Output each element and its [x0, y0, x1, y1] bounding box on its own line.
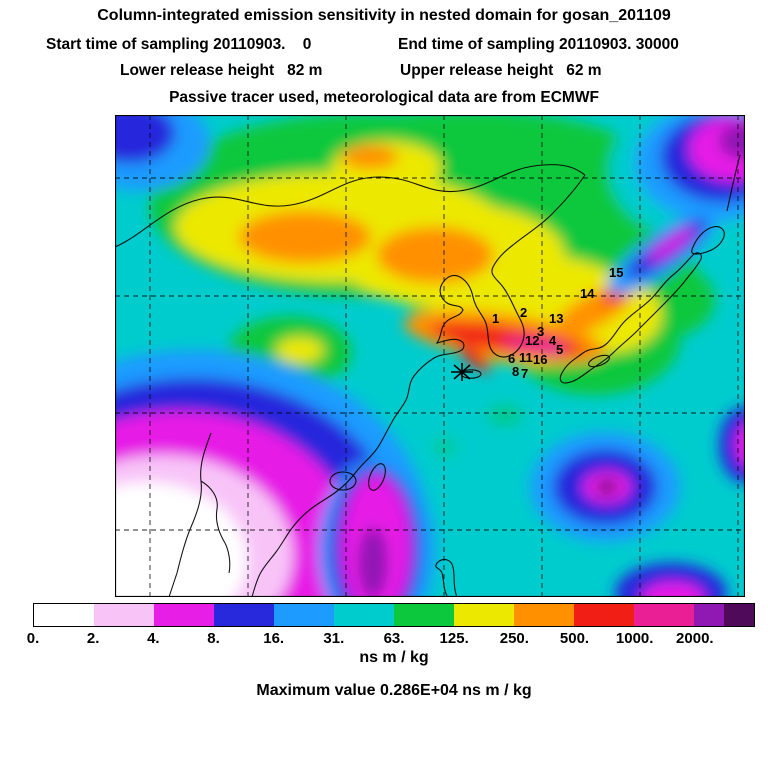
- colorbar-segment: [34, 604, 94, 626]
- station-label: 12: [525, 333, 539, 348]
- colorbar-tick-label: 2.: [86, 630, 100, 647]
- contour-blob: [647, 228, 695, 262]
- contour-blob: [597, 480, 617, 494]
- contour-blob: [433, 439, 457, 455]
- colorbar-segment: [634, 604, 694, 626]
- coastline: [587, 354, 611, 368]
- colorbar-segment: [334, 604, 394, 626]
- colorbar-tick-label: 0.: [26, 630, 40, 647]
- station-label: 16: [533, 352, 547, 367]
- contour-blob: [487, 405, 523, 425]
- colorbar-segment: [394, 604, 454, 626]
- contour-blob: [239, 211, 371, 263]
- colorbar-segment: [454, 604, 514, 626]
- contour-blob: [342, 145, 398, 169]
- coastline: [200, 480, 231, 574]
- colorbar-segment: [724, 604, 754, 626]
- start-time-label: Start time of sampling 20110903. 0: [46, 36, 312, 53]
- colorbar-tick-label: 4.: [147, 630, 160, 647]
- colorbar: [33, 603, 755, 627]
- coastline: [460, 369, 482, 379]
- coastline: [329, 471, 357, 491]
- colorbar-segment: [214, 604, 274, 626]
- colorbar-segment: [574, 604, 634, 626]
- station-label: 2: [520, 305, 527, 320]
- station-label: 1: [492, 311, 499, 326]
- coastline: [435, 558, 457, 597]
- colorbar-ticks: 0. 2. 4. 8. 16. 31. 63. 125. 250. 500. 1000. 2000.: [27, 630, 755, 650]
- lower-release-label: Lower release height 82 m: [120, 62, 323, 79]
- contour-blob: [548, 347, 556, 353]
- station-label: 6: [508, 351, 515, 366]
- station-label: 4: [549, 333, 557, 348]
- contour-blob: [115, 482, 247, 597]
- colorbar-tick-label: 16.: [263, 630, 285, 647]
- coastline: [368, 463, 386, 491]
- tracer-info-label: Passive tracer used, meteorological data…: [169, 89, 599, 106]
- station-label: 14: [580, 286, 595, 301]
- contour-blob: [115, 115, 175, 163]
- colorbar-tick-label: 31.: [323, 630, 345, 647]
- coastline: [691, 226, 725, 255]
- contour-blob: [459, 344, 491, 372]
- coastline: [726, 154, 741, 212]
- station-label: 3: [537, 324, 544, 339]
- figure-title: Column-integrated emission sensitivity i…: [97, 7, 671, 24]
- colorbar-units: ns m / kg: [359, 649, 429, 666]
- colorbar-tick-label: 500.: [559, 630, 590, 647]
- station-label: 7: [521, 366, 528, 381]
- contour-blob: [719, 123, 745, 159]
- contour-blob: [615, 563, 727, 597]
- end-time-label: End time of sampling 20110903. 30000: [398, 36, 679, 53]
- contour-blob: [459, 344, 491, 372]
- colorbar-tick-label: 1000.: [615, 630, 654, 647]
- station-label: 8: [512, 364, 519, 379]
- colorbar-segment: [514, 604, 574, 626]
- colorbar-tick-label: 125.: [439, 630, 469, 647]
- station-label: 13: [549, 311, 563, 326]
- station-label: 11: [519, 350, 533, 365]
- contour-blob: [600, 292, 624, 304]
- contour-blob: [358, 527, 388, 597]
- source-marker: [451, 363, 473, 381]
- max-value-text: Maximum value 0.286E+04 ns m / kg: [256, 682, 532, 699]
- coastline: [168, 432, 212, 597]
- source-marker-stroke: [453, 364, 471, 380]
- colorbar-segment: [154, 604, 214, 626]
- colorbar-area: 0. 2. 4. 8. 16. 31. 63. 125. 250. 500. 1000. 2000.: [27, 603, 755, 650]
- colorbar-tick-label: 8.: [207, 630, 220, 647]
- contour-blob: [276, 337, 324, 363]
- contour-blob: [641, 582, 705, 597]
- colorbar-tick-label: 63.: [383, 630, 405, 647]
- station-label: 5: [556, 342, 563, 357]
- upper-release-label: Upper release height 62 m: [400, 62, 602, 79]
- colorbar-tick-label: 2000.: [676, 630, 714, 647]
- station-label: 15: [609, 265, 623, 280]
- colorbar-segment: [274, 604, 334, 626]
- contour-blob: [719, 407, 745, 483]
- map-panel: 15 14 2 13 1 3 12 4 5 6 11 16 8 7: [114, 114, 746, 598]
- colorbar-segment: [694, 604, 724, 626]
- colorbar-tick-label: 250.: [499, 630, 529, 647]
- contour-blob: [377, 227, 493, 283]
- contour-blob: [647, 228, 695, 262]
- colorbar-segment: [94, 604, 154, 626]
- map-border: [114, 114, 746, 598]
- coastline: [251, 174, 586, 597]
